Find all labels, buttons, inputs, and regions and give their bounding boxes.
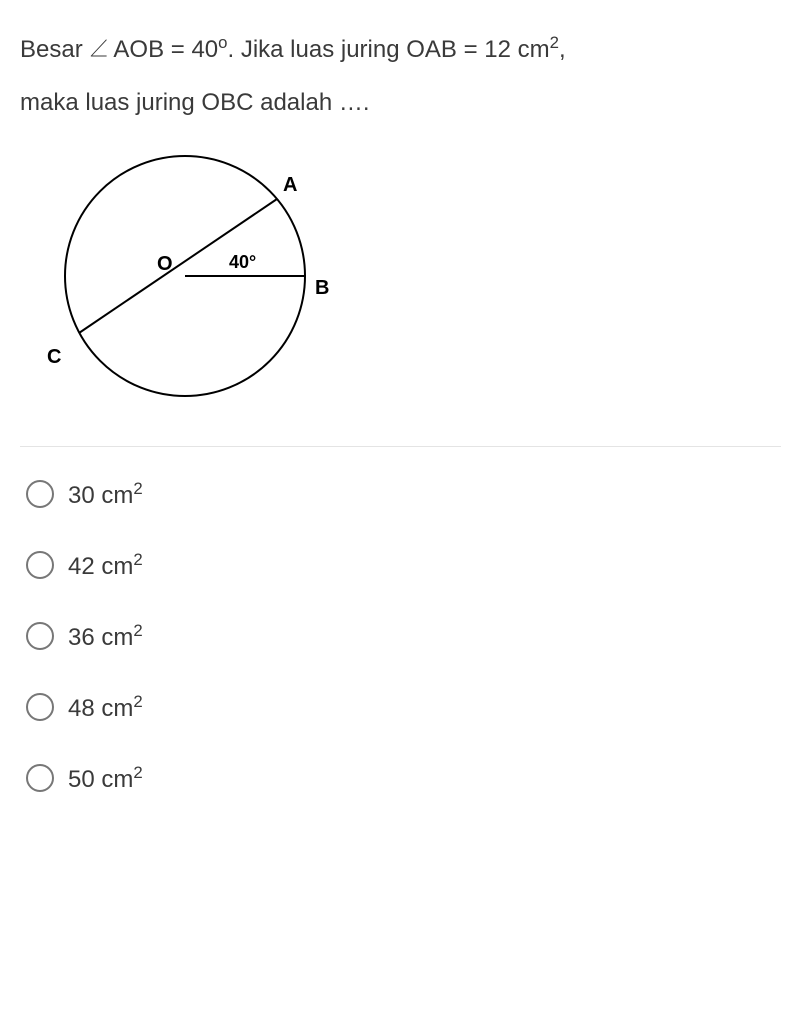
option-3[interactable]: 48 cm2 [26,692,781,723]
opt1-sup: 2 [133,550,142,569]
option-1[interactable]: 42 cm2 [26,550,781,581]
option-2[interactable]: 36 cm2 [26,621,781,652]
q-line1-prefix: Besar [20,36,89,63]
q-line1-after-degree: . Jika luas juring OAB = 12 cm [227,36,549,63]
options-list: 30 cm2 42 cm2 36 cm2 48 cm2 50 cm2 [20,479,781,794]
opt2-sup: 2 [133,621,142,640]
figure: 40° O A B C [20,148,360,418]
opt4-sup: 2 [133,763,142,782]
opt3-unit: cm [101,695,133,722]
svg-text:40°: 40° [229,252,256,272]
svg-text:O: O [157,253,173,275]
opt4-value: 50 [68,766,95,793]
circle-diagram: 40° O A B C [20,148,360,418]
option-label-2: 36 cm2 [68,621,143,652]
opt0-unit: cm [101,482,133,509]
option-label-0: 30 cm2 [68,479,143,510]
opt4-unit: cm [101,766,133,793]
opt2-unit: cm [101,624,133,651]
q-line2: maka luas juring OBC adalah …. [20,89,370,116]
option-label-4: 50 cm2 [68,763,143,794]
radio-icon [26,551,54,579]
option-label-1: 42 cm2 [68,550,143,581]
opt0-sup: 2 [133,479,142,498]
angle-symbol: ∠ [89,38,108,62]
opt3-sup: 2 [133,692,142,711]
opt1-unit: cm [101,553,133,580]
option-4[interactable]: 50 cm2 [26,763,781,794]
radio-icon [26,693,54,721]
svg-text:C: C [47,346,61,368]
q-line1-mid: AOB = 40 [108,36,218,63]
opt0-value: 30 [68,482,95,509]
question-text: Besar ∠ AOB = 40o. Jika luas juring OAB … [20,24,781,130]
option-label-3: 48 cm2 [68,692,143,723]
radio-icon [26,622,54,650]
radio-icon [26,480,54,508]
opt2-value: 36 [68,624,95,651]
opt1-value: 42 [68,553,95,580]
svg-text:A: A [283,174,297,196]
divider [20,446,781,447]
q-sq-sup: 2 [550,33,559,52]
svg-text:B: B [315,277,329,299]
radio-icon [26,764,54,792]
option-0[interactable]: 30 cm2 [26,479,781,510]
q-line1-end: , [559,36,566,63]
opt3-value: 48 [68,695,95,722]
